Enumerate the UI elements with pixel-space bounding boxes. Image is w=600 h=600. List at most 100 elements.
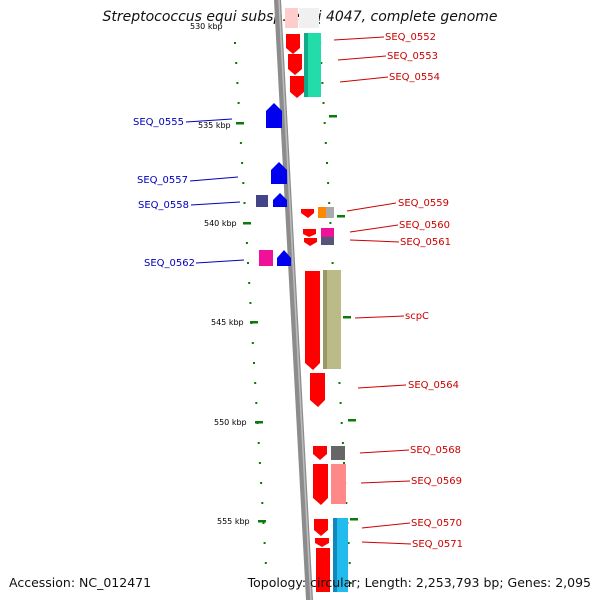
gene-feature (256, 195, 268, 207)
tick-dot (264, 562, 267, 564)
gene-arrow (271, 162, 287, 184)
tick-dot (249, 302, 252, 304)
gene-arrow (290, 76, 304, 98)
gene-feature (323, 270, 327, 369)
tick-label: 545 kbp (211, 318, 244, 327)
tick-dot (251, 342, 254, 344)
tick-dot (235, 62, 238, 64)
tick-dot (242, 182, 245, 184)
tick-mark (258, 520, 266, 523)
tick-dot (260, 482, 263, 484)
tick-label: 540 kbp (204, 219, 237, 228)
tick-dot (237, 102, 240, 104)
tick-dot (239, 142, 242, 144)
backbone-highlight (278, 0, 312, 600)
gene-arrow (277, 250, 291, 266)
tick-dot (341, 442, 344, 444)
gene-label: SEQ_0561 (400, 237, 451, 248)
gene-label: SEQ_0558 (138, 200, 189, 211)
gene-arrow (314, 519, 328, 536)
tick-dot (343, 462, 345, 464)
tick-dot (258, 462, 261, 464)
gene-label: SEQ_0564 (408, 380, 459, 391)
tick-dot (347, 542, 350, 544)
gene-label: SEQ_0571 (412, 539, 463, 550)
gene-feature (259, 250, 273, 266)
gene-arrow (266, 103, 282, 128)
gene-feature (321, 228, 334, 237)
gene-feature (326, 207, 334, 218)
tick-dot (327, 182, 330, 184)
reverse-gene-labels: SEQ_0555 SEQ_0557 SEQ_0558 SEQ_0562 (133, 117, 195, 269)
gene-feature (331, 464, 346, 504)
gene-label: scpC (405, 311, 429, 322)
tick-dot (257, 442, 260, 444)
leader-lines (185, 36, 412, 545)
tick-dot (248, 282, 251, 284)
topology-text: Topology: circular; Length: 2,253,793 bp… (247, 575, 591, 590)
tick-dot (247, 262, 249, 264)
forward-gene-labels: SEQ_0552 SEQ_0553 SEQ_0554 SEQ_0559 SEQ_… (385, 32, 463, 550)
tick-dot (323, 122, 326, 124)
gene-label: SEQ_0570 (411, 518, 462, 529)
gene-feature (318, 207, 326, 218)
gene-arrow (303, 229, 316, 237)
gene-arrow (301, 209, 314, 218)
forward-genes (285, 8, 348, 592)
tick-dot (320, 62, 323, 64)
tick-dot (241, 162, 244, 164)
tick-label: 550 kbp (214, 418, 247, 427)
tick-label: 530 kbp (190, 22, 223, 31)
gene-arrow (316, 548, 330, 592)
tick-label: 535 kbp (198, 121, 231, 130)
gene-feature (333, 518, 337, 592)
tick-dot (253, 362, 255, 364)
tick-dot (255, 402, 258, 404)
gene-label: SEQ_0553 (387, 51, 438, 62)
tick-mark (250, 321, 258, 324)
gene-arrow (313, 464, 328, 505)
tick-dot (328, 202, 331, 204)
gene-feature (304, 33, 308, 97)
tick-dot (234, 42, 236, 44)
gene-feature (304, 33, 321, 97)
tick-dot (243, 202, 246, 204)
tick-mark (255, 421, 263, 424)
gene-label: SEQ_0568 (410, 445, 461, 456)
tick-mark (236, 122, 244, 125)
gene-arrow (286, 34, 300, 54)
tick-dot (326, 162, 328, 164)
gene-feature (321, 237, 334, 245)
tick-dot (245, 242, 248, 244)
gene-label: SEQ_0552 (385, 32, 436, 43)
gene-feature (323, 270, 341, 369)
gene-label: SEQ_0554 (389, 72, 440, 83)
tick-dot (254, 382, 257, 384)
tick-dot (263, 542, 266, 544)
tick-dot (262, 522, 265, 524)
tick-label: 555 kbp (217, 517, 250, 526)
gene-label: SEQ_0569 (411, 476, 462, 487)
tick-dot (345, 502, 348, 504)
reverse-genes (256, 103, 291, 266)
gene-arrow (304, 238, 317, 246)
tick-dot (321, 82, 324, 84)
gene-arrow (313, 446, 327, 460)
gene-label: SEQ_0562 (144, 258, 195, 269)
gene-arrow (315, 538, 329, 547)
gene-arrow (288, 54, 302, 75)
tick-dot (340, 422, 343, 424)
gene-label: SEQ_0560 (399, 220, 450, 231)
tick-dot (339, 402, 342, 404)
tick-dot (329, 222, 332, 224)
tick-mark (243, 222, 251, 225)
accession-text: Accession: NC_012471 (9, 575, 152, 590)
left-tick-dots (234, 42, 267, 564)
tick-dot (322, 102, 325, 104)
gene-arrow (310, 373, 325, 407)
tick-dot (348, 562, 351, 564)
tick-dot (324, 142, 327, 144)
tick-dot (349, 582, 352, 584)
